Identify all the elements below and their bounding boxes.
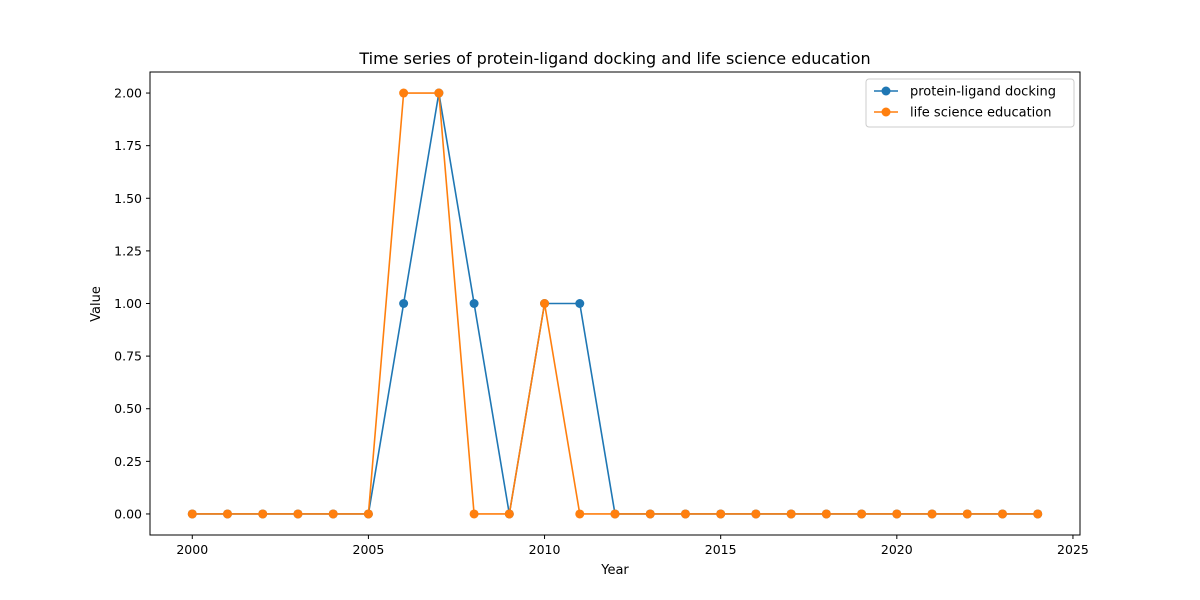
- plot-area: [149, 71, 1081, 536]
- y-tick-label: 2.00: [114, 86, 142, 101]
- data-point: [540, 299, 550, 308]
- x-axis-label: Year: [600, 563, 629, 578]
- data-point: [998, 509, 1007, 519]
- legend-marker: [881, 107, 891, 117]
- y-tick-label: 0.25: [114, 454, 142, 469]
- data-point: [680, 509, 690, 519]
- y-tick-label: 0.75: [114, 349, 142, 364]
- y-axis-label: Value: [89, 286, 104, 322]
- data-point: [645, 509, 655, 519]
- series-0: [187, 88, 1043, 519]
- legend-label: life science education: [910, 106, 1051, 121]
- x-tick-label: 2005: [353, 542, 385, 557]
- data-point: [962, 509, 972, 519]
- chart-title: Time series of protein-ligand docking an…: [358, 49, 870, 68]
- legend: protein-ligand docking life science educa…: [865, 78, 1075, 128]
- data-point: [786, 509, 796, 519]
- data-point: [610, 509, 620, 519]
- x-tick-label: 2025: [1057, 542, 1089, 557]
- data-point: [751, 509, 761, 519]
- data-point: [258, 509, 268, 519]
- plot-frame: [149, 71, 1081, 536]
- y-tick-label: 0.00: [114, 506, 142, 521]
- data-point: [1033, 509, 1043, 519]
- y-tick-label: 0.50: [114, 401, 142, 416]
- data-point: [575, 299, 585, 308]
- data-point: [399, 299, 409, 308]
- y-tick-label: 1.75: [114, 138, 142, 153]
- data-point: [575, 509, 585, 519]
- data-point: [821, 509, 831, 519]
- legend-label: protein-ligand docking: [910, 85, 1056, 100]
- data-point: [328, 509, 338, 519]
- legend-item: protein-ligand docking: [874, 85, 1056, 100]
- x-tick-label: 2000: [176, 542, 208, 557]
- data-point: [363, 509, 373, 519]
- y-tick-label: 1.50: [114, 191, 142, 206]
- legend-item: life science education: [874, 106, 1051, 121]
- y-tick-label: 1.00: [114, 296, 142, 311]
- y-axis: 0.00 0.25 0.50 0.75 1.00 1.25 1.50 1.75 2.00: [114, 86, 150, 521]
- data-point: [399, 88, 409, 98]
- data-point: [223, 509, 232, 519]
- x-axis: 2000 2005 2010 2015 2020 2025: [176, 535, 1089, 557]
- data-point: [857, 509, 867, 519]
- data-point: [892, 509, 902, 519]
- legend-marker: [881, 86, 891, 96]
- series-1: [187, 88, 1043, 519]
- x-tick-label: 2010: [529, 542, 561, 557]
- series-line: [192, 92, 1038, 515]
- series-line: [192, 92, 1038, 515]
- y-tick-label: 1.25: [114, 243, 142, 258]
- data-point: [927, 509, 937, 519]
- data-point: [469, 299, 479, 308]
- data-point: [504, 509, 514, 519]
- data-point: [293, 509, 303, 519]
- data-point: [716, 509, 726, 519]
- series-layer: [187, 88, 1043, 519]
- legend-box: [865, 78, 1075, 128]
- data-point: [187, 509, 197, 519]
- x-tick-label: 2020: [881, 542, 913, 557]
- data-point: [434, 88, 444, 98]
- data-point: [469, 509, 479, 519]
- x-tick-label: 2015: [705, 542, 737, 557]
